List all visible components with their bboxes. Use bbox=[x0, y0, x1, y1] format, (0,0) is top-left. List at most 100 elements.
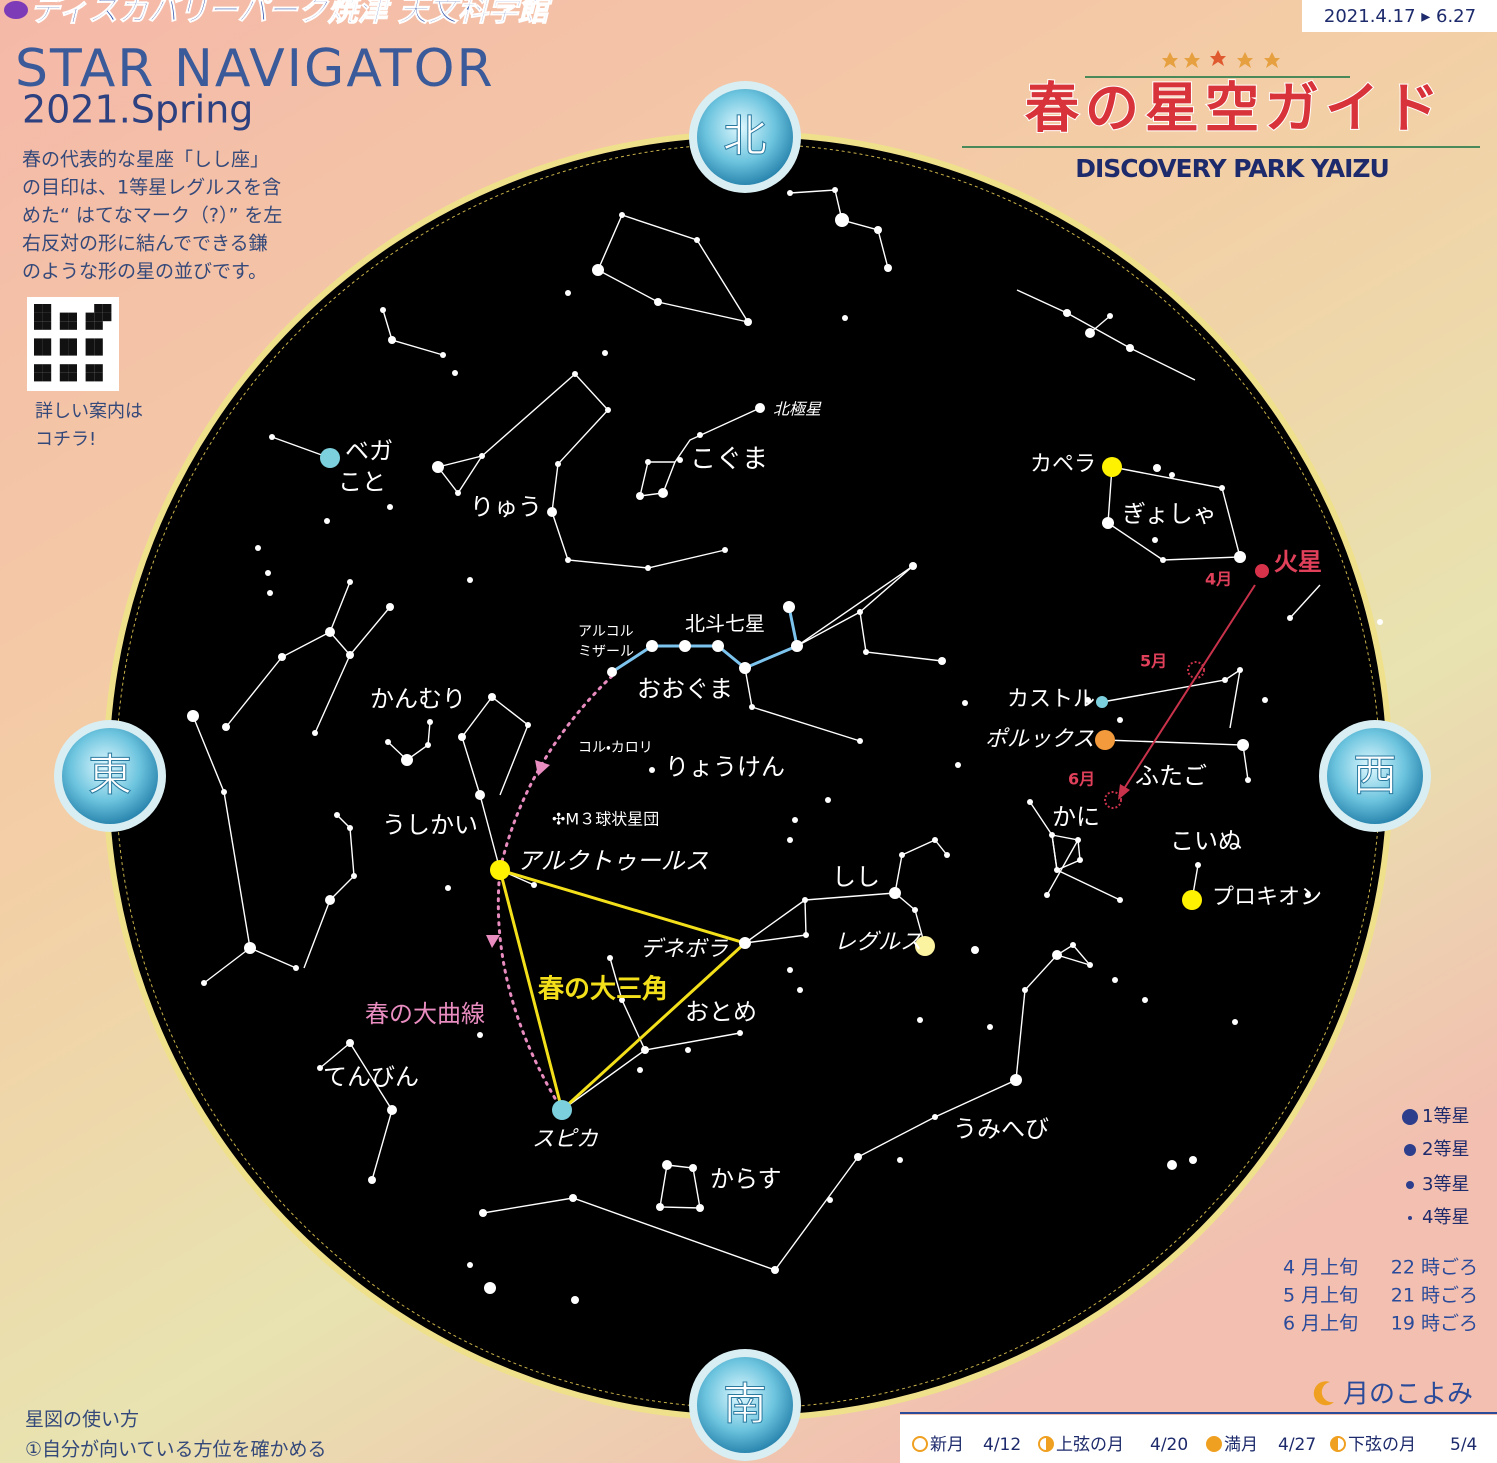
star bbox=[607, 667, 617, 677]
star bbox=[1153, 464, 1161, 472]
qr-cell bbox=[94, 304, 103, 313]
qr-cell bbox=[103, 304, 112, 313]
qr-cell bbox=[60, 364, 69, 373]
star bbox=[1087, 962, 1093, 968]
star bbox=[1063, 309, 1071, 317]
star bbox=[884, 264, 892, 272]
map-label: ミザール bbox=[578, 644, 634, 660]
star bbox=[388, 336, 396, 344]
star bbox=[1044, 892, 1050, 898]
bright-star bbox=[1095, 730, 1115, 750]
moon-phase-date: 5/4 bbox=[1450, 1435, 1477, 1455]
moon-phase-name: 下弦の月 bbox=[1348, 1435, 1416, 1455]
map-label: 4月 bbox=[1205, 570, 1232, 589]
moon-phase-name: 新月 bbox=[930, 1435, 964, 1455]
period: 2021.4.17 ▸ 6.27 bbox=[1324, 6, 1476, 27]
star bbox=[1189, 1156, 1197, 1164]
star bbox=[1054, 867, 1060, 873]
star bbox=[755, 403, 765, 413]
bright-star bbox=[1096, 696, 1108, 708]
star bbox=[689, 1164, 697, 1172]
star bbox=[962, 700, 968, 706]
star bbox=[467, 577, 473, 583]
map-label: ふたご bbox=[1135, 762, 1207, 790]
star bbox=[722, 547, 728, 553]
star bbox=[427, 719, 433, 725]
star bbox=[646, 640, 658, 652]
bright-star bbox=[490, 860, 510, 880]
bright-star bbox=[320, 448, 340, 468]
qr-cell bbox=[94, 364, 103, 373]
map-label: 北斗七星 bbox=[685, 612, 765, 636]
star bbox=[932, 837, 938, 843]
qr-cell bbox=[43, 304, 52, 313]
qr-cell bbox=[94, 313, 103, 322]
map-label: ベガ bbox=[345, 437, 393, 465]
star bbox=[380, 307, 386, 313]
star bbox=[222, 723, 230, 731]
star bbox=[525, 722, 531, 728]
moon-phase-name: 満月 bbox=[1224, 1435, 1258, 1455]
qr-cell bbox=[86, 321, 95, 330]
star bbox=[825, 797, 831, 803]
star bbox=[685, 1047, 691, 1053]
qr-cell bbox=[60, 338, 69, 347]
star bbox=[479, 1209, 487, 1217]
star bbox=[1262, 697, 1268, 703]
star bbox=[955, 762, 961, 768]
qr-cell bbox=[68, 313, 77, 322]
star bbox=[1160, 557, 1166, 563]
star bbox=[696, 1204, 704, 1212]
star bbox=[201, 980, 207, 986]
star bbox=[1152, 537, 1158, 543]
map-label: ポルックス bbox=[985, 727, 1094, 752]
usage-step: ①自分が向いている方位を確かめる bbox=[25, 1439, 326, 1461]
star bbox=[1070, 942, 1076, 948]
star bbox=[658, 488, 668, 498]
qr-cell bbox=[68, 321, 77, 330]
star bbox=[645, 459, 651, 465]
star bbox=[565, 290, 571, 296]
star bbox=[531, 882, 537, 888]
star bbox=[1117, 717, 1123, 723]
qr-cell bbox=[34, 313, 43, 322]
star bbox=[312, 730, 318, 736]
star bbox=[221, 789, 227, 795]
map-label: 5月 bbox=[1140, 652, 1167, 671]
star bbox=[803, 932, 809, 938]
star bbox=[827, 1197, 833, 1203]
qr-cell bbox=[43, 364, 52, 373]
star bbox=[386, 603, 394, 611]
star bbox=[1237, 667, 1243, 673]
qr-cell bbox=[43, 347, 52, 356]
star bbox=[592, 264, 604, 276]
logo: ディスカバリーパーク焼津 天文科学館 bbox=[30, 0, 553, 29]
legend-dot bbox=[1408, 1216, 1412, 1220]
description-line: の目印は、1等星レグルスを含 bbox=[22, 177, 281, 199]
qr-cell bbox=[94, 321, 103, 330]
star bbox=[1075, 837, 1081, 843]
star bbox=[1117, 897, 1123, 903]
star bbox=[278, 653, 286, 661]
moon-phase-icon bbox=[913, 1437, 927, 1451]
time-month: 6 月上旬 bbox=[1283, 1313, 1358, 1335]
time-hour: 19 時ごろ bbox=[1391, 1313, 1478, 1335]
star bbox=[325, 895, 335, 905]
map-label: 火星 bbox=[1274, 548, 1322, 576]
map-label: こと bbox=[338, 468, 386, 496]
star bbox=[636, 492, 644, 500]
map-label: おおぐま bbox=[637, 675, 733, 703]
star bbox=[857, 738, 863, 744]
star bbox=[637, 1067, 643, 1073]
star bbox=[565, 557, 571, 563]
map-label: うしかい bbox=[382, 811, 478, 839]
star bbox=[835, 213, 849, 227]
star bbox=[917, 1017, 923, 1023]
map-label: ぎょしゃ bbox=[1122, 500, 1217, 528]
star bbox=[679, 640, 691, 652]
star bbox=[325, 627, 335, 637]
map-label: こいぬ bbox=[1170, 827, 1242, 855]
star bbox=[187, 710, 199, 722]
map-label: デネボラ bbox=[640, 937, 728, 962]
star bbox=[944, 852, 950, 858]
